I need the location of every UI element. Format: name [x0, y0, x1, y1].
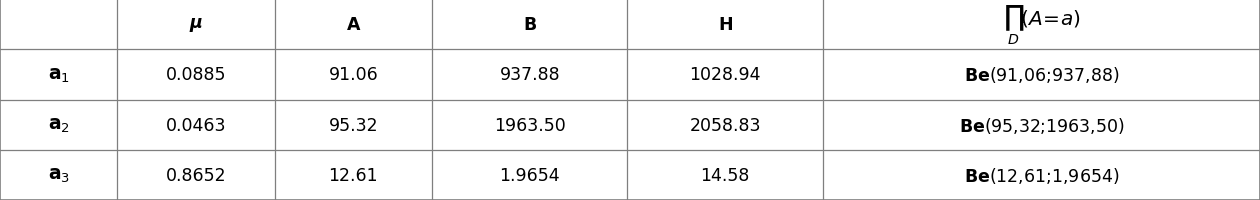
Text: $\mathbf{A}$: $\mathbf{A}$: [345, 16, 362, 34]
Text: 0.0463: 0.0463: [165, 116, 227, 134]
Text: $\prod_{\,D}$$(A\!=\!a)$: $\prod_{\,D}$$(A\!=\!a)$: [1003, 3, 1080, 47]
Text: 1963.50: 1963.50: [494, 116, 566, 134]
Text: 1.9654: 1.9654: [499, 166, 561, 184]
Text: 1028.94: 1028.94: [689, 66, 761, 84]
Text: $\boldsymbol{\mu}$: $\boldsymbol{\mu}$: [189, 16, 203, 34]
Text: $\mathbf{B}$: $\mathbf{B}$: [523, 16, 537, 34]
Text: 0.8652: 0.8652: [165, 166, 227, 184]
Text: $\mathbf{H}$: $\mathbf{H}$: [718, 16, 732, 34]
Text: 0.0885: 0.0885: [165, 66, 227, 84]
Text: $\mathbf{a}_{2}$: $\mathbf{a}_{2}$: [48, 116, 69, 134]
Text: 14.58: 14.58: [701, 166, 750, 184]
Text: 937.88: 937.88: [499, 66, 561, 84]
Text: $\mathit{\mathbf{Be}}$(12,61;1,9654): $\mathit{\mathbf{Be}}$(12,61;1,9654): [964, 165, 1119, 185]
Text: 12.61: 12.61: [329, 166, 378, 184]
Text: $\mathbf{a}_{3}$: $\mathbf{a}_{3}$: [48, 166, 69, 184]
Text: $\mathit{\mathbf{Be}}$(95,32;1963,50): $\mathit{\mathbf{Be}}$(95,32;1963,50): [959, 115, 1124, 135]
Text: $\mathbf{a}_{1}$: $\mathbf{a}_{1}$: [48, 66, 69, 84]
Text: 95.32: 95.32: [329, 116, 378, 134]
Text: 2058.83: 2058.83: [689, 116, 761, 134]
Text: $\mathit{\mathbf{Be}}$(91,06;937,88): $\mathit{\mathbf{Be}}$(91,06;937,88): [964, 65, 1119, 85]
Text: 91.06: 91.06: [329, 66, 378, 84]
